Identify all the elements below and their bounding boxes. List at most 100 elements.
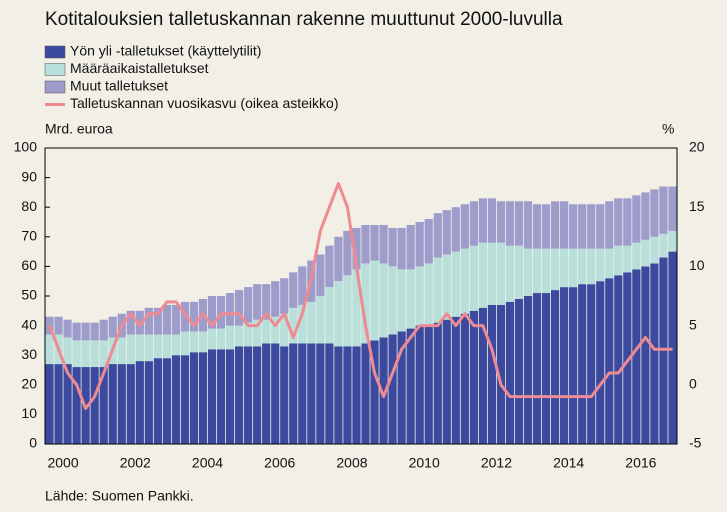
x-tick-label: 2010: [409, 455, 440, 471]
bar-segment: [487, 304, 497, 444]
bar-segment: [578, 284, 587, 444]
bar-segment: [442, 210, 451, 255]
bar-segment: [623, 272, 632, 444]
bar-segment: [126, 334, 135, 365]
bar-segment: [90, 322, 99, 341]
x-tick-label: 2014: [553, 455, 584, 471]
bar-segment: [496, 304, 506, 444]
y-axis-label: Mrd. euroa: [45, 121, 113, 137]
bar-segment: [54, 364, 63, 444]
bar-segment: [433, 257, 442, 323]
x-tick-label: 2008: [336, 455, 367, 471]
bar-segment: [397, 269, 406, 332]
bar-segment: [280, 278, 289, 314]
bar-segment: [108, 364, 117, 444]
bar-segment: [225, 325, 235, 350]
bar-segment: [325, 343, 334, 444]
bar-segment: [605, 248, 614, 279]
bar-segment: [180, 331, 190, 356]
bar-segment: [289, 272, 298, 308]
bar-segment: [442, 319, 451, 444]
bar-segment: [289, 343, 298, 444]
bar-segment: [569, 287, 578, 444]
bar-segment: [406, 328, 415, 444]
bar-segment: [551, 290, 560, 444]
bar-segment: [144, 334, 153, 362]
bar-segment: [370, 224, 379, 261]
bar-segment: [469, 310, 478, 444]
bar-segment: [460, 313, 469, 444]
bar-segment: [280, 346, 289, 444]
bar-segment: [63, 364, 72, 444]
bar-segment: [135, 361, 144, 444]
bar-segment: [108, 316, 117, 338]
bar-segment: [361, 224, 370, 264]
bar-segment: [569, 248, 578, 288]
bar-segment: [280, 313, 289, 347]
y2-axis-label: %: [662, 121, 674, 137]
bar-segment: [659, 186, 668, 234]
bar-segment: [253, 284, 262, 320]
legend-swatch: [44, 45, 66, 59]
bar-segment: [325, 245, 334, 288]
bar-segment: [126, 310, 135, 335]
bar-segment: [81, 322, 90, 341]
bar-segment: [244, 322, 253, 347]
bar-segment: [207, 296, 217, 329]
bar-segment: [271, 343, 280, 444]
y-tick-label: 40: [21, 316, 37, 332]
y-tick-label: 50: [21, 287, 37, 303]
bar-segment: [144, 307, 153, 335]
bar-segment: [63, 337, 72, 365]
bar-segment: [541, 204, 551, 249]
bar-segment: [587, 284, 596, 444]
bar-segment: [532, 204, 542, 249]
bar-segment: [578, 204, 587, 249]
bar-segment: [90, 367, 99, 444]
y-tick-label: 0: [29, 435, 37, 451]
bar-segment: [478, 198, 487, 243]
bar-segment: [99, 367, 108, 444]
bar-segment: [54, 316, 63, 335]
bar-segment: [569, 204, 578, 249]
bar-segment: [406, 269, 415, 329]
x-tick-label: 2002: [120, 455, 151, 471]
bar-segment: [478, 307, 487, 444]
bar-segment: [469, 245, 478, 311]
y-tick-label: 20: [21, 376, 37, 392]
bar-segment: [596, 281, 605, 444]
bar-segment: [632, 195, 641, 243]
bar-segment: [505, 301, 515, 444]
bar-segment: [541, 248, 551, 294]
bar-segment: [487, 198, 497, 243]
y2-tick-label: 0: [689, 376, 697, 392]
growth-line: [48, 182, 673, 410]
bar-segment: [433, 322, 442, 444]
bar-segment: [352, 227, 361, 270]
bar-segment: [352, 269, 361, 347]
bar-segment: [343, 230, 352, 276]
legend-label: Talletuskannan vuosikasvu (oikea asteikk…: [70, 95, 338, 111]
bar-segment: [605, 278, 614, 444]
bar-segment: [560, 201, 569, 249]
bar-segment: [614, 245, 623, 276]
bar-segment: [81, 340, 90, 368]
bar-segment: [424, 219, 433, 264]
bar-segment: [551, 201, 560, 249]
bar-segment: [388, 266, 397, 335]
bar-segment: [180, 355, 190, 444]
bar-segment: [641, 266, 650, 444]
bar-segment: [352, 346, 361, 444]
bar-segment: [659, 233, 668, 258]
y-tick-label: 30: [21, 346, 37, 362]
bar-segment: [650, 236, 659, 264]
bar-segment: [532, 248, 542, 294]
bar-segment: [162, 334, 171, 359]
bar-segment: [144, 361, 153, 444]
bar-segment: [587, 204, 596, 249]
bar-segment: [343, 275, 352, 347]
bar-segment: [514, 201, 524, 246]
bar-segment: [153, 307, 162, 335]
bar-segment: [388, 227, 397, 267]
bar-segment: [244, 287, 253, 323]
